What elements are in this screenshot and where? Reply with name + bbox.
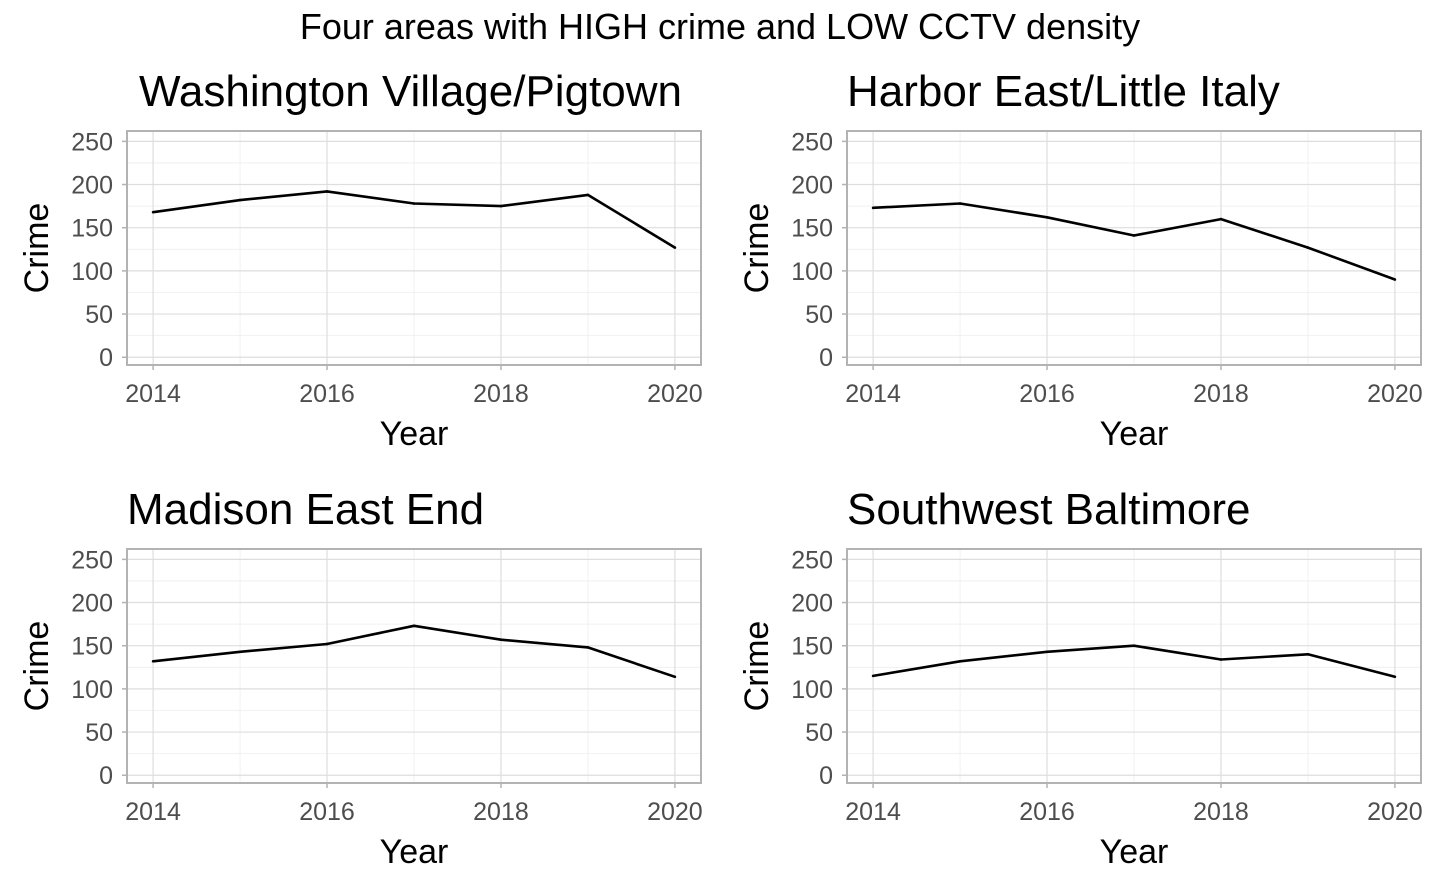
data-point bbox=[958, 659, 962, 663]
y-tick-label: 0 bbox=[819, 762, 833, 790]
y-tick-label: 0 bbox=[819, 344, 833, 372]
y-tick-label: 150 bbox=[791, 215, 833, 243]
data-point bbox=[412, 202, 416, 205]
y-tick-label: 0 bbox=[99, 762, 113, 790]
chart-panel-1: 2014 2016 2018 2020 0 50 100 150 200 250 Washingto… bbox=[18, 67, 703, 453]
y-tick-label: 200 bbox=[71, 590, 113, 618]
data-point bbox=[1045, 650, 1049, 654]
data-point bbox=[871, 674, 875, 678]
panel-title: Washington Village/Pigtown bbox=[139, 67, 682, 116]
y-axis-title: Crime bbox=[738, 621, 776, 712]
x-tick-label: 2014 bbox=[125, 798, 181, 826]
data-point bbox=[238, 650, 242, 654]
y-tick-label: 50 bbox=[85, 301, 113, 329]
y-tick-label: 100 bbox=[791, 258, 833, 286]
data-point bbox=[871, 206, 875, 210]
x-tick-label: 2018 bbox=[473, 798, 529, 826]
data-point bbox=[1306, 653, 1310, 656]
x-tick-label: 2016 bbox=[1019, 798, 1075, 826]
x-axis-title: Year bbox=[1100, 833, 1169, 871]
chart-panel-2: 2014 2016 2018 2020 0 50 100 150 200 250 Harbor Ea… bbox=[738, 67, 1423, 453]
x-tick-label: 2016 bbox=[299, 380, 355, 408]
x-tick-label: 2018 bbox=[473, 380, 529, 408]
y-tick-label: 150 bbox=[71, 215, 113, 243]
y-tick-label: 200 bbox=[791, 172, 833, 200]
panel-border bbox=[126, 130, 702, 366]
data-point bbox=[1393, 278, 1397, 281]
data-point bbox=[1219, 658, 1223, 661]
y-tick-label: 200 bbox=[791, 590, 833, 618]
panel-border bbox=[846, 130, 1422, 366]
panel-border bbox=[126, 548, 702, 784]
y-tick-label: 50 bbox=[85, 719, 113, 747]
x-tick-label: 2018 bbox=[1193, 798, 1249, 826]
data-point bbox=[673, 246, 677, 249]
data-point bbox=[1219, 217, 1223, 221]
x-tick-label: 2020 bbox=[647, 380, 703, 408]
x-axis-title: Year bbox=[1100, 415, 1169, 453]
y-tick-label: 0 bbox=[99, 344, 113, 372]
data-point bbox=[1045, 216, 1049, 219]
x-axis-title: Year bbox=[380, 833, 449, 871]
x-tick-label: 2016 bbox=[1019, 380, 1075, 408]
data-point bbox=[151, 659, 155, 663]
y-tick-label: 150 bbox=[791, 633, 833, 661]
x-tick-label: 2020 bbox=[1367, 380, 1423, 408]
x-tick-label: 2014 bbox=[845, 798, 901, 826]
x-tick-label: 2014 bbox=[845, 380, 901, 408]
data-point bbox=[673, 675, 677, 679]
data-point bbox=[238, 198, 242, 202]
x-tick-label: 2016 bbox=[299, 798, 355, 826]
x-tick-label: 2020 bbox=[1367, 798, 1423, 826]
panel-title: Madison East End bbox=[127, 485, 484, 534]
x-tick-label: 2014 bbox=[125, 380, 181, 408]
data-point bbox=[586, 646, 590, 649]
y-tick-label: 250 bbox=[791, 546, 833, 574]
y-tick-label: 200 bbox=[71, 172, 113, 200]
x-axis-title: Year bbox=[380, 415, 449, 453]
data-point bbox=[499, 638, 503, 641]
data-point bbox=[1132, 234, 1136, 237]
y-tick-label: 50 bbox=[805, 719, 833, 747]
data-point bbox=[325, 642, 329, 646]
y-tick-label: 100 bbox=[71, 676, 113, 704]
panel-border bbox=[846, 548, 1422, 784]
y-tick-label: 100 bbox=[71, 258, 113, 286]
data-point bbox=[586, 193, 590, 197]
data-point bbox=[1306, 246, 1310, 249]
data-point bbox=[151, 210, 155, 214]
chart-panel-3: 2014 2016 2018 2020 0 50 100 150 200 250 Madison E… bbox=[18, 485, 703, 871]
y-tick-label: 100 bbox=[791, 676, 833, 704]
data-point bbox=[412, 624, 416, 628]
page-title: Four areas with HIGH crime and LOW CCTV … bbox=[299, 6, 1141, 47]
y-tick-label: 250 bbox=[71, 128, 113, 156]
data-point bbox=[1132, 644, 1136, 648]
y-tick-label: 250 bbox=[791, 128, 833, 156]
chart-panel-4: 2014 2016 2018 2020 0 50 100 150 200 250 Southwest… bbox=[738, 485, 1423, 871]
panel-title: Harbor East/Little Italy bbox=[847, 67, 1280, 116]
data-point bbox=[499, 204, 503, 208]
y-axis-title: Crime bbox=[738, 203, 776, 294]
y-axis-title: Crime bbox=[18, 203, 56, 294]
x-tick-label: 2018 bbox=[1193, 380, 1249, 408]
data-point bbox=[325, 190, 329, 193]
data-point bbox=[1393, 675, 1397, 679]
panel-title: Southwest Baltimore bbox=[847, 485, 1251, 534]
y-axis-title: Crime bbox=[18, 621, 56, 712]
x-tick-label: 2020 bbox=[647, 798, 703, 826]
data-point bbox=[958, 202, 962, 205]
y-tick-label: 150 bbox=[71, 633, 113, 661]
y-tick-label: 50 bbox=[805, 301, 833, 329]
y-tick-label: 250 bbox=[71, 546, 113, 574]
